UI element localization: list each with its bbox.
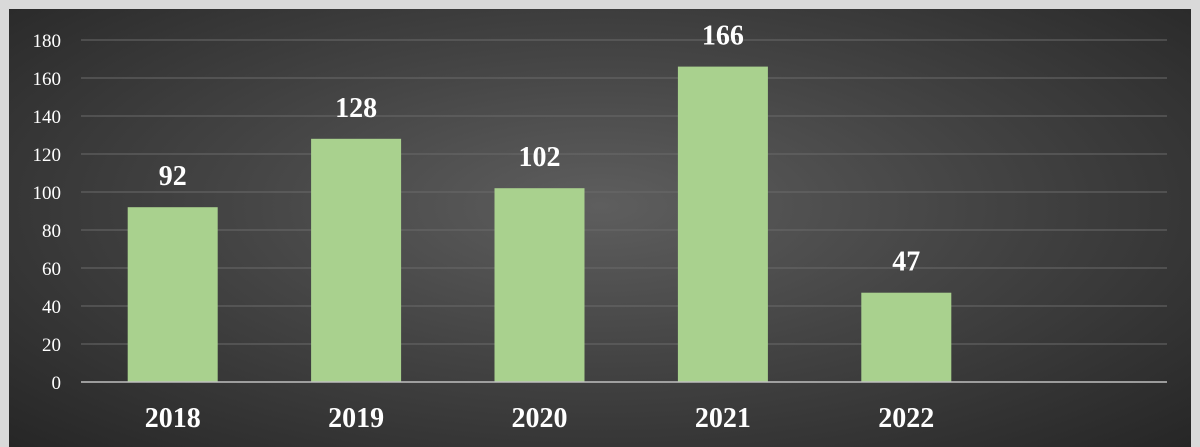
data-label: 166 [702,21,744,52]
y-tick-label: 60 [42,259,61,280]
data-label: 102 [519,142,561,173]
bar [861,292,952,382]
y-tick-label: 40 [42,297,61,318]
y-axis-tick-labels: 0 20 40 60 80 100 120 140 160 180 [33,31,62,394]
data-label: 47 [892,247,920,278]
chart-area: 0 20 40 60 80 100 120 140 160 180 92 128 102 166 47 2… [9,9,1191,447]
y-tick-label: 80 [42,221,61,242]
data-label: 128 [335,93,377,124]
data-labels: 92 128 102 166 47 [159,21,921,278]
gridlines [81,39,1167,345]
data-label: 92 [159,161,187,192]
bar-chart: 0 20 40 60 80 100 120 140 160 180 92 128 102 166 47 2… [33,21,1167,434]
y-tick-label: 100 [33,183,62,204]
y-tick-label: 120 [33,145,62,166]
bar [677,66,768,382]
y-tick-label: 160 [33,69,62,90]
bar [494,188,585,382]
bar [127,207,218,382]
x-axis-category-labels: 2018 2019 2020 2021 2022 [145,403,935,434]
y-tick-label: 180 [33,31,62,52]
x-category-label: 2022 [878,403,934,434]
bar [311,138,402,382]
x-category-label: 2021 [695,403,751,434]
x-category-label: 2020 [512,403,568,434]
bars [127,66,952,382]
x-category-label: 2019 [328,403,384,434]
y-tick-label: 20 [42,335,61,356]
y-tick-label: 0 [52,373,62,394]
x-category-label: 2018 [145,403,201,434]
y-tick-label: 140 [33,107,62,128]
